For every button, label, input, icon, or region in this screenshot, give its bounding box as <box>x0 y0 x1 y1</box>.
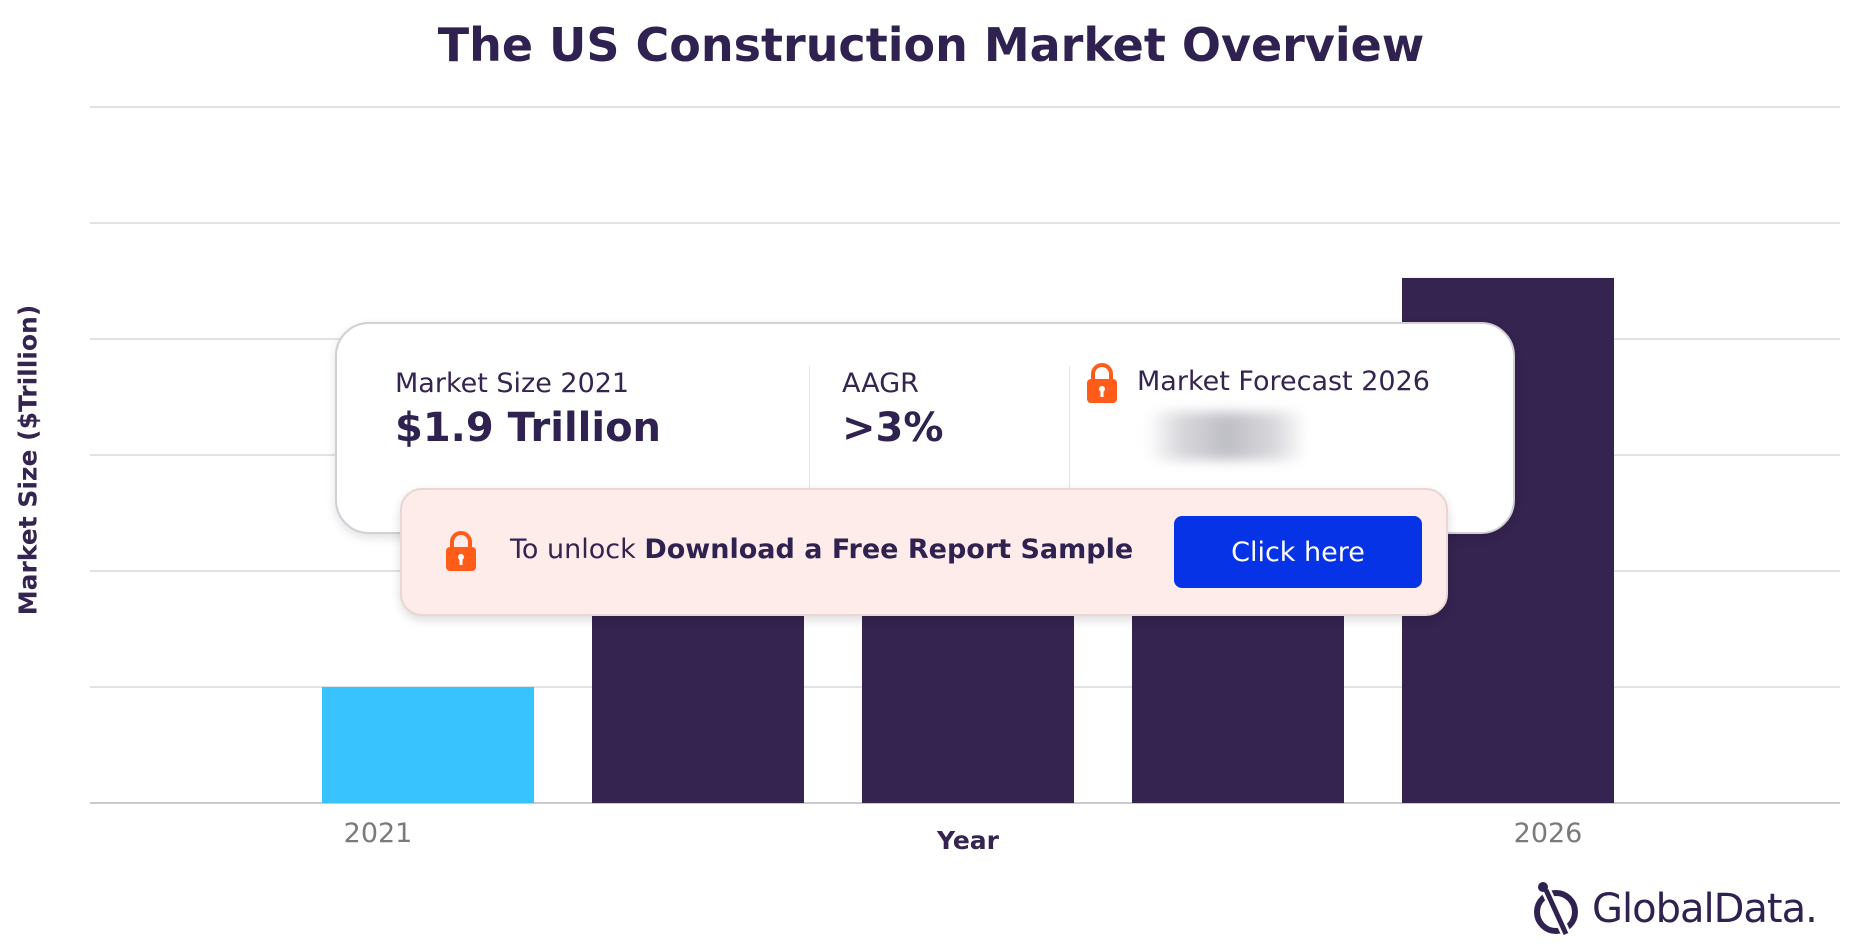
globaldata-logo: GlobalData. <box>1530 880 1840 941</box>
x-tick-2026: 2026 <box>1513 818 1583 849</box>
kpi-forecast: Market Forecast 2026 <box>1137 366 1430 397</box>
unlock-text-bold: Download a Free Report Sample <box>644 534 1134 565</box>
unlock-text: To unlock Download a Free Report Sample <box>510 534 1133 565</box>
brand-name: GlobalData. <box>1592 886 1818 932</box>
chart-title: The US Construction Market Overview <box>437 18 1425 72</box>
market-size-value: $1.9 Trillion <box>395 405 662 451</box>
x-tick-2021: 2021 <box>343 818 413 849</box>
market-size-label: Market Size 2021 <box>395 368 630 399</box>
aagr-value: >3% <box>842 405 944 451</box>
kpi-aagr: AAGR >3% <box>842 368 943 451</box>
lock-icon <box>1085 362 1119 404</box>
kpi-divider <box>809 366 810 488</box>
blurred-forecast-value <box>1147 412 1307 460</box>
bar-1 <box>322 687 534 803</box>
kpi-divider <box>1069 366 1070 488</box>
forecast-label: Market Forecast 2026 <box>1137 366 1430 397</box>
x-axis-label: Year <box>937 826 999 855</box>
y-axis-label: Market Size ($Trillion) <box>13 304 43 616</box>
unlock-text-prefix: To unlock <box>510 534 645 565</box>
globaldata-logo-icon <box>1534 882 1578 941</box>
kpi-market-size: Market Size 2021 $1.9 Trillion <box>395 368 661 451</box>
unlock-banner: To unlock Download a Free Report Sample … <box>400 488 1448 616</box>
click-here-button[interactable]: Click here <box>1174 516 1422 588</box>
lock-icon <box>444 530 478 572</box>
aagr-label: AAGR <box>842 368 919 399</box>
